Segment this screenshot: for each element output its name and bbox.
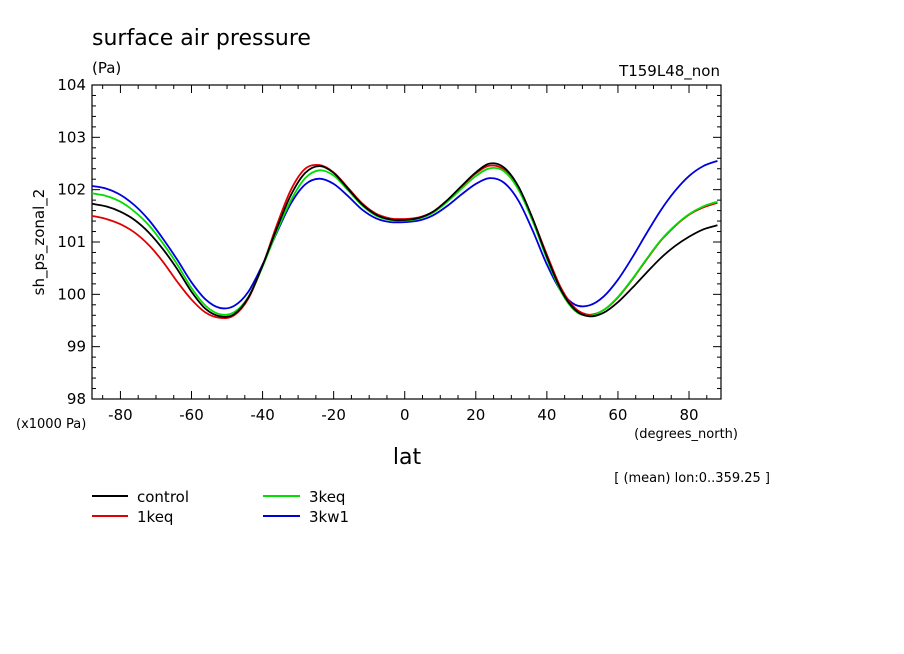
tick-labels: -80 -60 -40 -20 0 20 40 60 80 98 99 100 101 102 103 104 (57, 76, 698, 424)
y-tick-label: 100 (57, 285, 86, 303)
x-tick-label: -40 (250, 406, 275, 424)
x-tick-label: 40 (537, 406, 556, 424)
legend-label-1keq: 1keq (137, 508, 173, 526)
mean-note: [ (mean) lon:0..359.25 ] (614, 471, 770, 486)
y-scale-note: (x1000 Pa) (16, 417, 86, 432)
x-tick-label: 0 (400, 406, 410, 424)
y-tick-label: 98 (67, 390, 86, 408)
x-tick-label: -80 (108, 406, 133, 424)
legend-item-3kw1: 3kw1 (263, 508, 349, 526)
y-tick-label: 102 (57, 181, 86, 199)
run-label: T159L48_non (618, 62, 720, 81)
legend-label-3kw1: 3kw1 (309, 508, 349, 526)
axis-ticks (92, 84, 721, 400)
x-tick-label: 20 (466, 406, 485, 424)
series-line-control (91, 162, 718, 318)
y-tick-label: 101 (57, 233, 86, 251)
y-tick-label: 103 (57, 128, 86, 146)
x-tick-label: -20 (321, 406, 346, 424)
legend: control 1keq 3keq 3kw1 (92, 488, 349, 526)
x-tick-label: -60 (179, 406, 204, 424)
y-tick-label: 99 (67, 338, 86, 356)
series-line-1keq (91, 163, 718, 320)
legend-item-3keq: 3keq (263, 488, 345, 506)
chart-units: (Pa) (92, 59, 121, 77)
legend-item-control: control (92, 488, 189, 506)
x-axis-label: lat (393, 445, 422, 470)
series-line-3kw1 (91, 160, 718, 310)
chart-title: surface air pressure (92, 26, 311, 51)
legend-label-3keq: 3keq (309, 488, 345, 506)
x-tick-label: 80 (679, 406, 698, 424)
x-tick-label: 60 (608, 406, 627, 424)
plot-frame (91, 84, 722, 400)
x-units: (degrees_north) (634, 427, 738, 442)
legend-label-control: control (137, 488, 189, 506)
y-axis-label: sh_ps_zonal_2 (30, 189, 49, 296)
series-lines (91, 160, 718, 320)
y-tick-label: 104 (57, 76, 86, 94)
legend-item-1keq: 1keq (92, 508, 173, 526)
